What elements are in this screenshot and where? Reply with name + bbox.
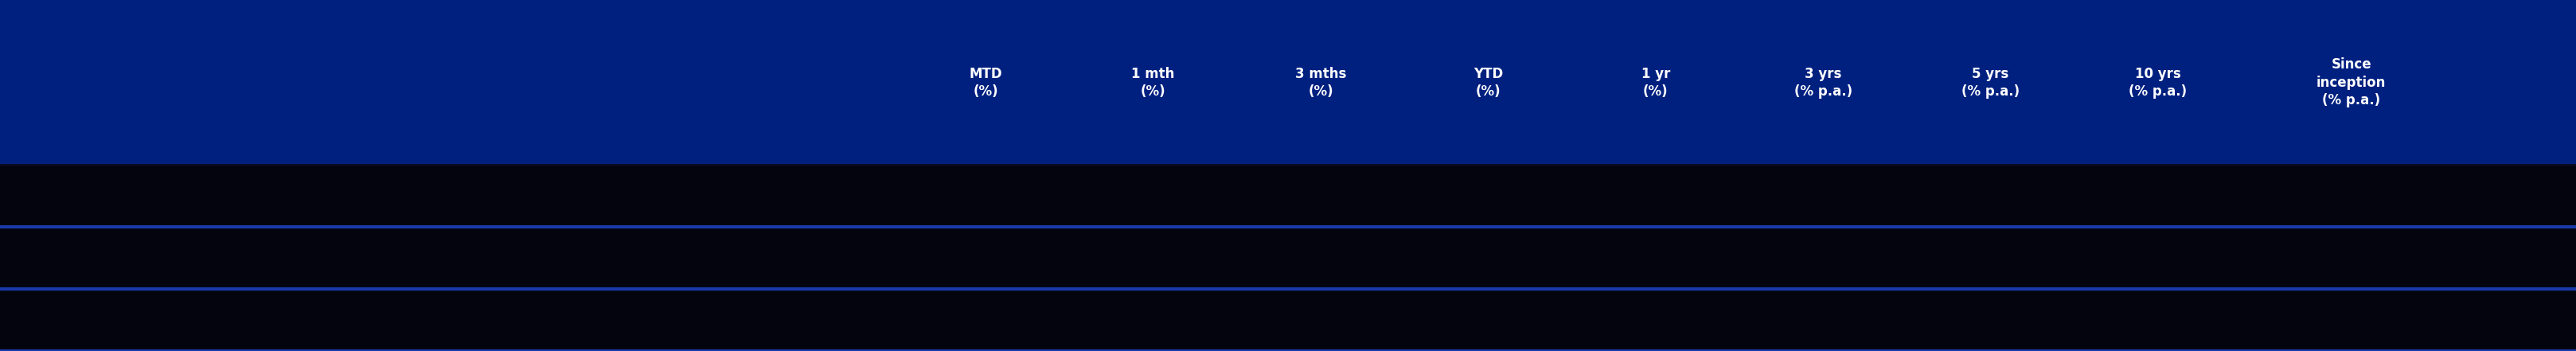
Text: 5 yrs
(% p.a.): 5 yrs (% p.a.) (1960, 66, 2020, 99)
Text: 3 yrs
(% p.a.): 3 yrs (% p.a.) (1793, 66, 1852, 99)
Text: Since
inception
(% p.a.): Since inception (% p.a.) (2316, 58, 2385, 107)
Text: YTD
(%): YTD (%) (1473, 66, 1502, 99)
Bar (0, 227, 2576, 289)
Text: 1 yr
(%): 1 yr (%) (1641, 66, 1669, 99)
Text: MTD
(%): MTD (%) (969, 66, 1002, 99)
Text: 1 mth
(%): 1 mth (%) (1131, 66, 1175, 99)
Text: 3 mths
(%): 3 mths (%) (1296, 66, 1345, 99)
Text: 10 yrs
(% p.a.): 10 yrs (% p.a.) (2128, 66, 2187, 99)
Bar (0, 165, 2576, 227)
Bar (0, 289, 2576, 351)
Bar (0, 0, 2576, 165)
